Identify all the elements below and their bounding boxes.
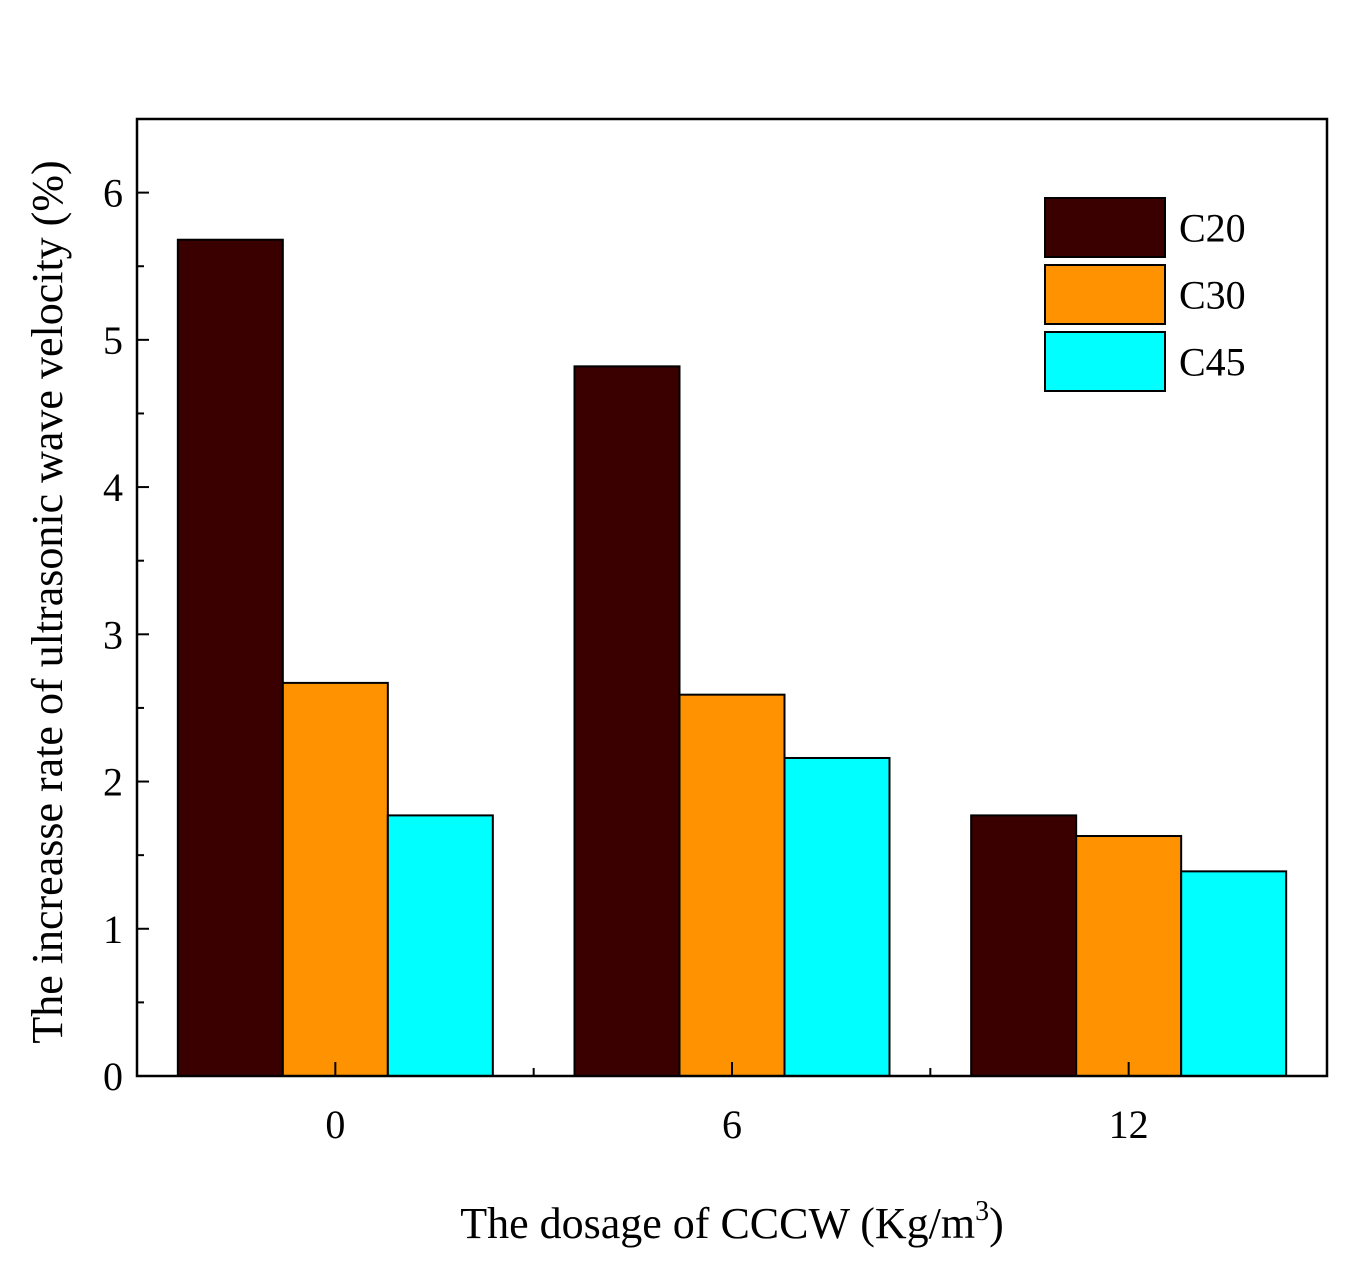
y-tick-label: 6: [103, 171, 123, 216]
bar-c30-12: [1075, 835, 1183, 1078]
plot-frame: [135, 117, 1329, 1078]
bar-c30-0: [281, 681, 389, 1077]
bar-c20-12: [970, 814, 1078, 1077]
legend-swatch-c45: [1044, 331, 1166, 392]
bars-group: [176, 238, 1288, 1078]
y-tick-label: 5: [103, 318, 123, 363]
y-tick-label: 3: [103, 612, 123, 657]
legend-label-c45: C45: [1179, 340, 1246, 385]
x-tick-label: 12: [1109, 1102, 1149, 1147]
bar-c30-6: [678, 693, 786, 1077]
y-tick-label: 2: [103, 760, 123, 805]
legend: C20 C30 C45: [1044, 197, 1246, 392]
legend-swatch-c30: [1044, 264, 1166, 325]
x-axis-title: The dosage of CCCW (Kg/m3): [460, 1196, 1004, 1248]
y-axis-title: The increasse rate of ultrasonic wave ve…: [23, 160, 72, 1043]
x-tick-label: 0: [325, 1102, 345, 1147]
y-tick-label: 0: [103, 1054, 123, 1099]
y-tick-label: 1: [103, 907, 123, 952]
x-tick-label: 6: [722, 1102, 742, 1147]
bar-c45-12: [1180, 870, 1288, 1078]
bar-c45-0: [386, 814, 494, 1077]
legend-label-c20: C20: [1179, 206, 1246, 251]
bar-c45-6: [783, 756, 891, 1078]
bar-c20-0: [176, 238, 284, 1077]
legend-label-c30: C30: [1179, 273, 1246, 318]
y-tick-label: 4: [103, 465, 123, 510]
bar-c20-6: [573, 365, 681, 1077]
legend-swatch-c20: [1044, 197, 1166, 258]
